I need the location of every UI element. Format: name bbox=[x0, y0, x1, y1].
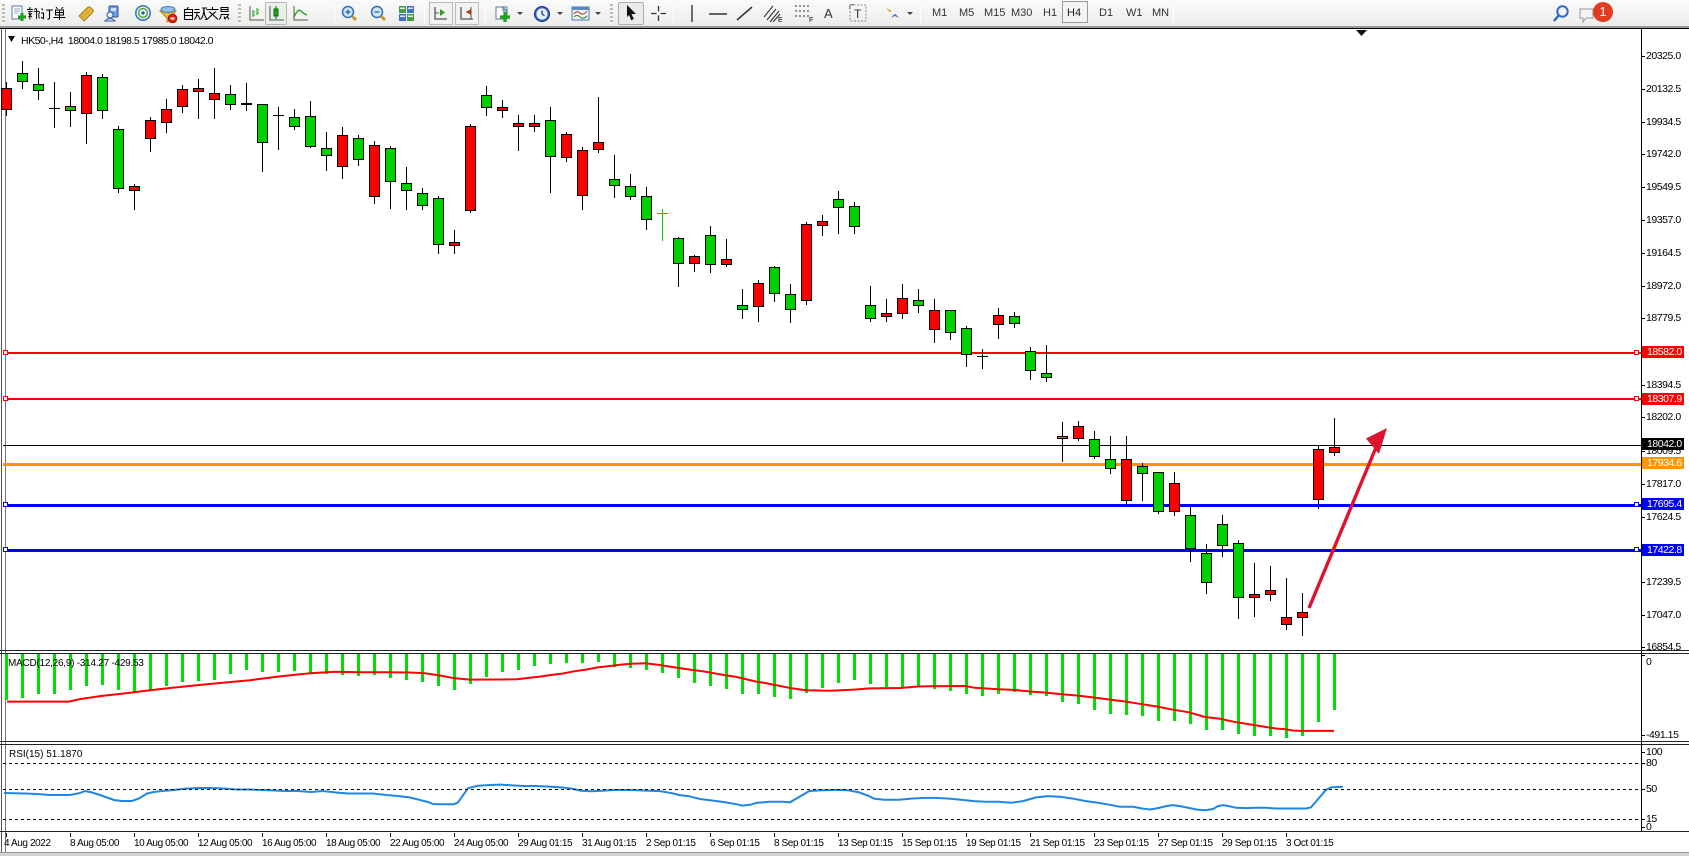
svg-text:T: T bbox=[854, 7, 862, 21]
svg-text:F: F bbox=[809, 17, 813, 23]
svg-text:E: E bbox=[778, 17, 783, 23]
